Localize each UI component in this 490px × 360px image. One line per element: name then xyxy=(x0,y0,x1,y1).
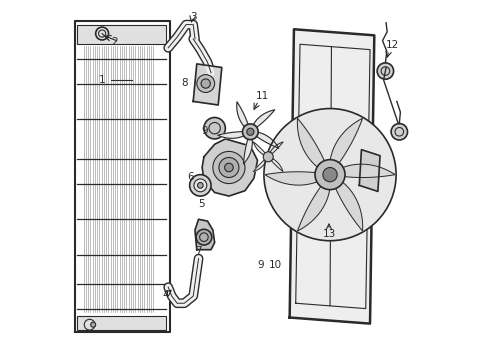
Circle shape xyxy=(323,167,337,182)
Text: 7: 7 xyxy=(195,246,202,256)
Polygon shape xyxy=(257,132,279,148)
Text: 11: 11 xyxy=(255,91,269,101)
Polygon shape xyxy=(237,102,248,127)
Circle shape xyxy=(243,124,258,140)
Circle shape xyxy=(201,79,210,88)
Polygon shape xyxy=(342,164,395,177)
Polygon shape xyxy=(253,142,265,155)
Circle shape xyxy=(197,183,203,188)
Circle shape xyxy=(224,163,233,172)
Polygon shape xyxy=(330,118,363,164)
Circle shape xyxy=(264,109,396,241)
Text: 6: 6 xyxy=(187,172,194,183)
Text: 5: 5 xyxy=(198,199,205,209)
Polygon shape xyxy=(270,142,283,154)
Bar xyxy=(77,24,167,44)
Polygon shape xyxy=(335,181,363,231)
Text: 4: 4 xyxy=(162,290,169,300)
Text: 12: 12 xyxy=(386,40,399,50)
Polygon shape xyxy=(359,150,380,192)
Circle shape xyxy=(315,159,345,190)
Polygon shape xyxy=(253,110,275,127)
Text: 10: 10 xyxy=(269,260,282,270)
Text: 13: 13 xyxy=(322,229,336,239)
Circle shape xyxy=(377,63,393,79)
Polygon shape xyxy=(244,139,252,164)
Text: 8: 8 xyxy=(182,78,188,88)
Polygon shape xyxy=(202,139,258,196)
Circle shape xyxy=(263,152,273,162)
Polygon shape xyxy=(297,118,325,168)
Circle shape xyxy=(219,157,239,177)
Circle shape xyxy=(91,322,96,327)
Polygon shape xyxy=(253,160,266,172)
Polygon shape xyxy=(218,132,244,138)
Circle shape xyxy=(196,229,212,245)
Text: 9: 9 xyxy=(202,126,208,136)
Text: 9: 9 xyxy=(257,260,264,270)
Polygon shape xyxy=(193,64,222,105)
Polygon shape xyxy=(297,185,330,231)
Polygon shape xyxy=(195,219,215,249)
Circle shape xyxy=(204,117,225,139)
Polygon shape xyxy=(265,172,318,185)
Circle shape xyxy=(194,179,207,192)
Circle shape xyxy=(213,152,245,184)
Polygon shape xyxy=(271,159,283,172)
Text: 2: 2 xyxy=(111,37,118,48)
Polygon shape xyxy=(290,29,374,324)
Circle shape xyxy=(391,123,408,140)
Text: 1: 1 xyxy=(99,75,105,85)
Text: 3: 3 xyxy=(190,12,196,22)
Circle shape xyxy=(247,128,254,135)
Circle shape xyxy=(190,175,211,196)
Bar xyxy=(77,316,167,330)
Circle shape xyxy=(197,75,215,93)
